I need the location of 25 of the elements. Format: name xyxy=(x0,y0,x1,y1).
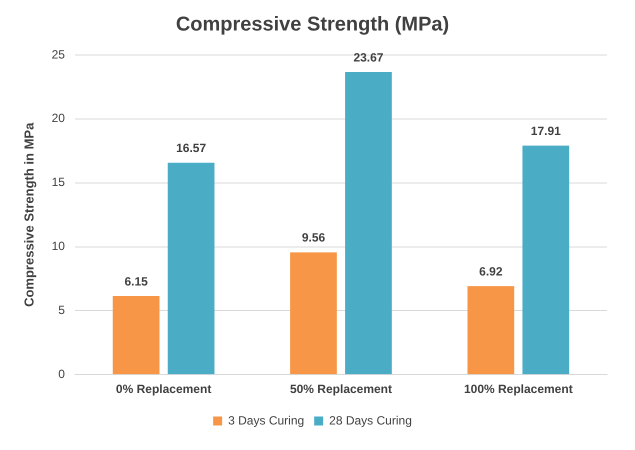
data-label: 6.15 xyxy=(124,274,148,288)
data-label: 23.67 xyxy=(353,50,384,64)
y-tick-label: 0 xyxy=(58,366,66,381)
y-axis-title: Compressive Strength in MPa xyxy=(21,122,36,307)
chart-title: Compressive Strength (MPa) xyxy=(176,14,450,36)
x-tick-label: 50% Replacement xyxy=(290,382,392,396)
data-label: 6.92 xyxy=(479,264,503,278)
x-tick-label: 0% Replacement xyxy=(116,382,212,396)
x-tick-label: 100% Replacement xyxy=(464,382,573,396)
bar xyxy=(467,286,514,374)
legend-label: 28 Days Curing xyxy=(329,413,412,428)
bar xyxy=(345,72,392,374)
y-tick-label: 15 xyxy=(52,175,66,190)
bar xyxy=(168,162,214,374)
data-label: 9.56 xyxy=(302,230,326,245)
bar xyxy=(290,252,337,374)
bar xyxy=(112,296,160,374)
y-tick-label: 10 xyxy=(52,239,66,254)
y-tick-label: 5 xyxy=(58,302,66,317)
y-tick-label: 25 xyxy=(52,47,66,62)
legend-label: 3 Days Curing xyxy=(228,413,304,428)
data-label: 17.91 xyxy=(530,124,562,138)
y-tick-label: 20 xyxy=(52,111,66,126)
bar xyxy=(522,146,570,374)
data-label: 16.57 xyxy=(176,141,206,156)
